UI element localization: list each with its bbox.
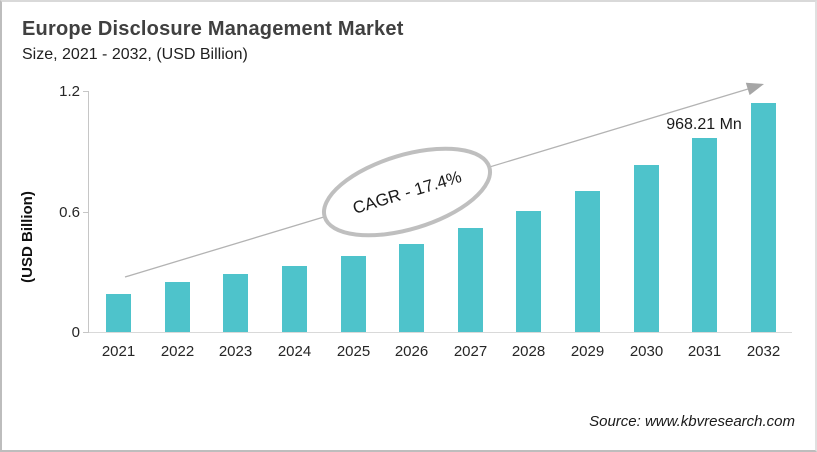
value-callout-2031: 968.21 Mn bbox=[666, 116, 742, 133]
x-label-2024: 2024 bbox=[277, 343, 312, 360]
x-label-2026: 2026 bbox=[394, 343, 429, 360]
y-tick-label-0-6: 0.6 bbox=[59, 204, 80, 221]
chart-title: Europe Disclosure Management Market bbox=[22, 18, 404, 40]
bar-2030 bbox=[634, 165, 659, 332]
x-label-2025: 2025 bbox=[336, 343, 371, 360]
x-label-2023: 2023 bbox=[218, 343, 253, 360]
y-tick-mark-1-2 bbox=[83, 91, 89, 92]
x-label-2030: 2030 bbox=[629, 343, 664, 360]
x-label-2032: 2032 bbox=[746, 343, 781, 360]
bar-2032 bbox=[751, 103, 776, 332]
x-axis-line bbox=[89, 332, 792, 333]
source-note: Source: www.kbvresearch.com bbox=[589, 413, 795, 430]
x-label-2021: 2021 bbox=[101, 343, 136, 360]
bar-2026 bbox=[399, 244, 424, 332]
bar-2027 bbox=[458, 228, 483, 332]
trend-arrowhead-icon bbox=[745, 82, 764, 96]
x-label-2027: 2027 bbox=[453, 343, 488, 360]
cagr-ellipse bbox=[321, 146, 493, 238]
y-tick-mark-0 bbox=[83, 332, 89, 333]
x-label-2022: 2022 bbox=[160, 343, 195, 360]
bar-2024 bbox=[282, 266, 307, 332]
y-tick-label-0: 0 bbox=[71, 324, 80, 341]
bar-2023 bbox=[223, 274, 248, 332]
bar-2022 bbox=[165, 282, 190, 332]
bar-2028 bbox=[516, 211, 541, 332]
bar-2031 bbox=[692, 138, 717, 332]
x-label-2031: 2031 bbox=[687, 343, 722, 360]
bar-2021 bbox=[106, 294, 131, 332]
bar-2025 bbox=[341, 256, 366, 332]
y-tick-mark-0-6 bbox=[83, 212, 89, 213]
x-label-2028: 2028 bbox=[511, 343, 546, 360]
chart-subtitle: Size, 2021 - 2032, (USD Billion) bbox=[22, 46, 248, 63]
x-label-2029: 2029 bbox=[570, 343, 605, 360]
y-tick-label-1-2: 1.2 bbox=[59, 83, 80, 100]
bar-2029 bbox=[575, 191, 600, 332]
